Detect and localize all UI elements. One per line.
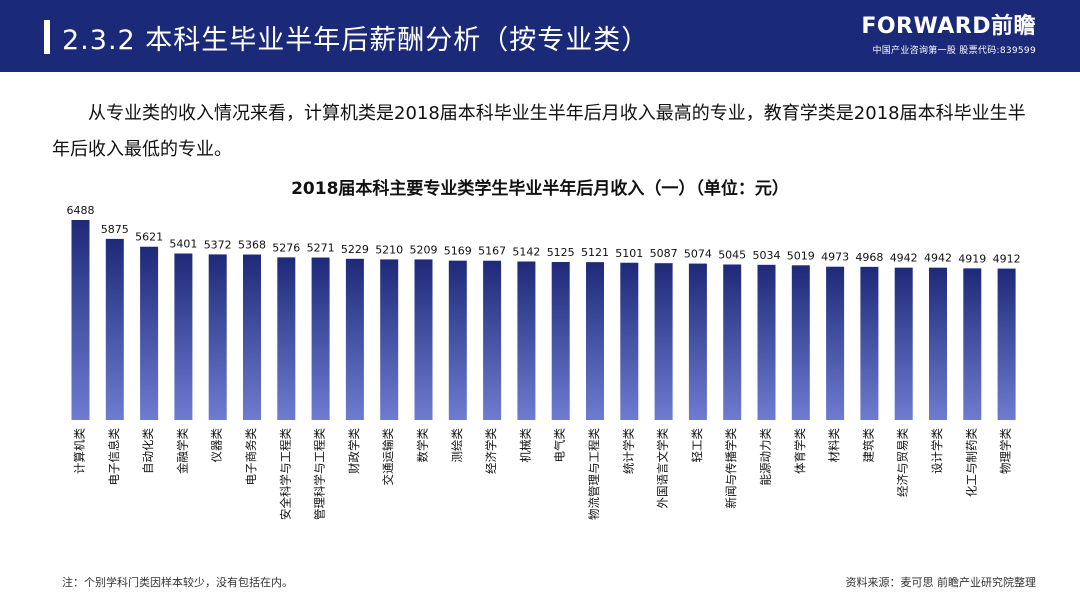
category-label-10: 数学类 — [416, 428, 430, 463]
bar-26 — [963, 268, 982, 420]
category-label-25: 设计学类 — [930, 428, 944, 474]
footnote: 注：个别学科门类因样本较少，没有包括在内。 — [62, 576, 293, 589]
category-label-14: 电气类 — [553, 428, 567, 463]
value-label-21: 5019 — [787, 249, 815, 262]
category-label-9: 交通运输类 — [381, 428, 395, 486]
bar-10 — [414, 259, 433, 420]
value-label-18: 5074 — [684, 248, 712, 261]
category-label-7: 管理科学与工程类 — [313, 428, 327, 520]
bar-5 — [243, 254, 261, 420]
value-label-1: 5875 — [101, 223, 129, 236]
bar-25 — [929, 267, 947, 420]
category-label-20: 能源动力类 — [759, 428, 773, 486]
bar-12 — [483, 260, 502, 420]
bar-13 — [517, 261, 536, 420]
source-note: 资料来源：麦可思 前瞻产业研究院整理 — [845, 576, 1037, 589]
header-bar: 2.3.2 本科生毕业半年后薪酬分析（按专业类） FORWARD前瞻 中国产业咨… — [0, 0, 1080, 72]
bar-4 — [208, 254, 227, 420]
category-label-17: 外国语言文学类 — [656, 428, 670, 509]
category-label-16: 统计学类 — [621, 428, 635, 474]
category-label-15: 物流管理与工程类 — [587, 428, 601, 520]
value-label-9: 5210 — [375, 243, 403, 256]
value-label-27: 4912 — [993, 253, 1021, 266]
bar-7 — [311, 257, 330, 420]
chart-title: 2018届本科主要专业类学生毕业半年后月收入（一）（单位：元） — [291, 179, 789, 199]
value-label-0: 6488 — [67, 204, 95, 217]
bar-3 — [174, 253, 193, 420]
value-label-12: 5167 — [478, 245, 506, 258]
category-label-23: 建筑类 — [861, 428, 875, 463]
value-label-4: 5372 — [204, 238, 232, 251]
value-label-2: 5621 — [135, 231, 163, 244]
category-label-2: 自动化类 — [141, 428, 155, 474]
bar-18 — [688, 263, 707, 420]
bar-1 — [105, 238, 124, 420]
value-label-23: 4968 — [855, 251, 883, 264]
category-label-24: 经济与贸易类 — [896, 428, 910, 497]
page-title: 2.3.2 本科生毕业半年后薪酬分析（按专业类） — [62, 25, 650, 56]
value-label-6: 5276 — [272, 241, 300, 254]
bar-23 — [860, 266, 879, 420]
intro-paragraph: 从专业类的收入情况来看，计算机类是2018届本科毕业生半年后月收入最高的专业，教… — [52, 103, 1026, 160]
value-label-11: 5169 — [444, 245, 472, 258]
bar-22 — [826, 266, 845, 420]
value-label-25: 4942 — [924, 252, 952, 265]
bar-21 — [791, 265, 810, 420]
bar-17 — [654, 263, 673, 420]
value-label-5: 5368 — [238, 239, 266, 252]
value-label-3: 5401 — [169, 238, 197, 251]
bar-8 — [345, 258, 364, 420]
bar-15 — [586, 262, 604, 420]
bar-2 — [140, 246, 159, 420]
bar-24 — [894, 267, 913, 420]
header-accent — [44, 20, 50, 54]
category-label-8: 财政学类 — [347, 428, 361, 474]
value-label-7: 5271 — [307, 242, 335, 255]
category-label-4: 仪器类 — [210, 428, 224, 463]
bar-6 — [277, 257, 296, 420]
category-label-13: 机械类 — [518, 428, 532, 463]
category-label-27: 物理学类 — [999, 428, 1013, 474]
category-label-3: 金融学类 — [175, 428, 189, 474]
bar-0 — [71, 220, 90, 420]
brand-logo: FORWARD前瞻 中国产业咨询第一股 股票代码:839599 — [861, 14, 1036, 56]
value-label-20: 5034 — [753, 249, 781, 262]
logo-text: FORWARD前瞻 — [861, 14, 1036, 39]
value-label-16: 5101 — [615, 247, 643, 260]
category-label-18: 轻工类 — [690, 428, 704, 463]
value-label-22: 4973 — [821, 251, 849, 264]
category-label-1: 电子信息类 — [107, 428, 121, 486]
value-label-10: 5209 — [410, 243, 438, 256]
category-label-0: 计算机类 — [73, 428, 87, 474]
bar-27 — [997, 268, 1016, 420]
value-label-8: 5229 — [341, 243, 369, 256]
bar-14 — [551, 262, 570, 420]
bar-11 — [448, 260, 467, 420]
category-label-11: 测绘类 — [450, 428, 464, 463]
value-label-26: 4919 — [958, 252, 986, 265]
value-label-15: 5121 — [581, 246, 609, 259]
logo-subtitle: 中国产业咨询第一股 股票代码:839599 — [872, 46, 1036, 56]
category-label-5: 电子商务类 — [244, 428, 258, 486]
value-label-19: 5045 — [718, 248, 746, 261]
category-label-19: 新闻与传播学类 — [724, 428, 738, 509]
value-label-13: 5142 — [512, 245, 540, 258]
bar-16 — [620, 262, 639, 420]
value-label-14: 5125 — [547, 246, 575, 259]
value-label-17: 5087 — [650, 247, 678, 260]
bar-9 — [380, 259, 399, 420]
value-label-24: 4942 — [890, 252, 918, 265]
category-label-12: 经济学类 — [484, 428, 498, 474]
bar-20 — [757, 264, 776, 420]
category-label-21: 体育学类 — [793, 428, 807, 474]
category-label-26: 化工与制药类 — [964, 428, 978, 497]
category-label-6: 安全科学与工程类 — [278, 428, 292, 520]
bar-19 — [723, 264, 742, 420]
category-label-22: 材料类 — [827, 428, 841, 463]
